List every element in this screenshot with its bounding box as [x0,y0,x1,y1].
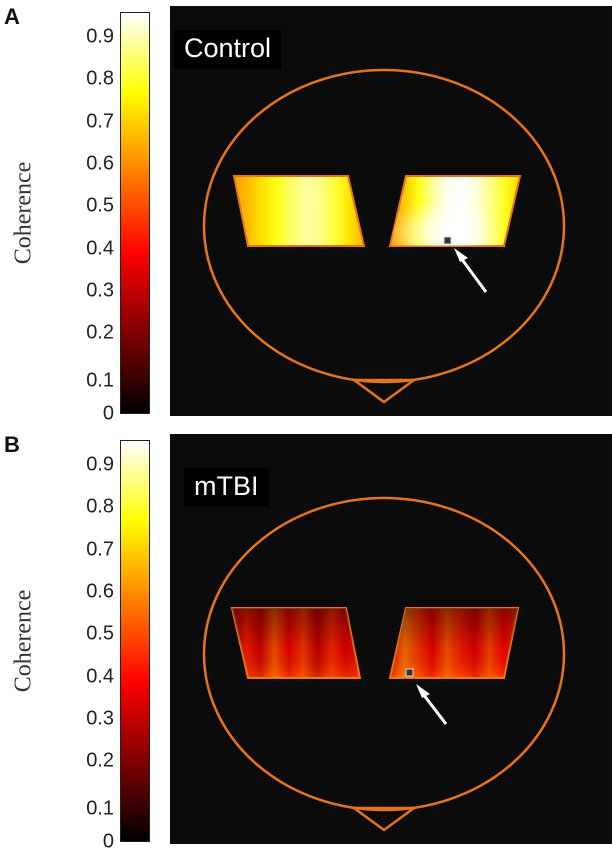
seed-marker [443,236,452,245]
seed-marker [405,668,414,677]
panel-title: mTBI [184,468,269,507]
panel-letter: B [4,432,20,457]
nose-marker [350,806,418,832]
colorbar-tick: 0.9 [86,25,114,48]
colorbar-tick: 0.6 [86,152,114,175]
colorbar-tick: 0.7 [86,538,114,561]
colorbar-tick: 0.5 [86,194,114,217]
colorbar-label: Coherence [10,161,37,265]
colorbar-tick: 0.4 [86,665,114,688]
colorbar-tick: 0.4 [86,237,114,260]
head-outline [202,496,566,812]
colorbar-tick: 0.2 [86,749,114,772]
colorbar-tick: 0.3 [86,279,114,302]
colorbar-label: Coherence [10,589,37,693]
arrow-icon [416,684,448,725]
colorbar-tick: 0.8 [86,495,114,518]
colorbar-tick: 0.8 [86,67,114,90]
colorbar-tick: 0 [102,830,114,853]
colorbar-tick: 0.1 [86,797,114,820]
colorbar-tick: 0.3 [86,707,114,730]
panel-a: A Coherence 0.9 0.8 0.7 0.6 0.5 0.4 0.3 … [4,4,612,425]
head-outline [202,68,566,384]
colorbar-tick: 0.1 [86,369,114,392]
colorbar [120,440,150,842]
panel-letter: A [4,4,20,29]
panel-title: Control [174,30,282,69]
nose-marker [350,378,418,404]
left-hemisphere-patch [232,175,366,247]
colorbar-tick: 0.5 [86,622,114,645]
colorbar-tick: 0.2 [86,321,114,344]
panel-b: B Coherence 0.9 0.8 0.7 0.6 0.5 0.4 0.3 … [0,428,612,856]
right-patch-shading [390,608,518,678]
arrow-icon [454,248,488,293]
right-patch-highlight [390,176,520,246]
colorbar-tick: 0.6 [86,580,114,603]
colorbar-tick: 0 [102,402,114,425]
colorbar-tick: 0.9 [86,453,114,476]
colorbar-tick: 0.7 [86,110,114,133]
colorbar [120,12,150,414]
left-patch-shading [232,608,360,678]
brain-map [170,6,612,416]
